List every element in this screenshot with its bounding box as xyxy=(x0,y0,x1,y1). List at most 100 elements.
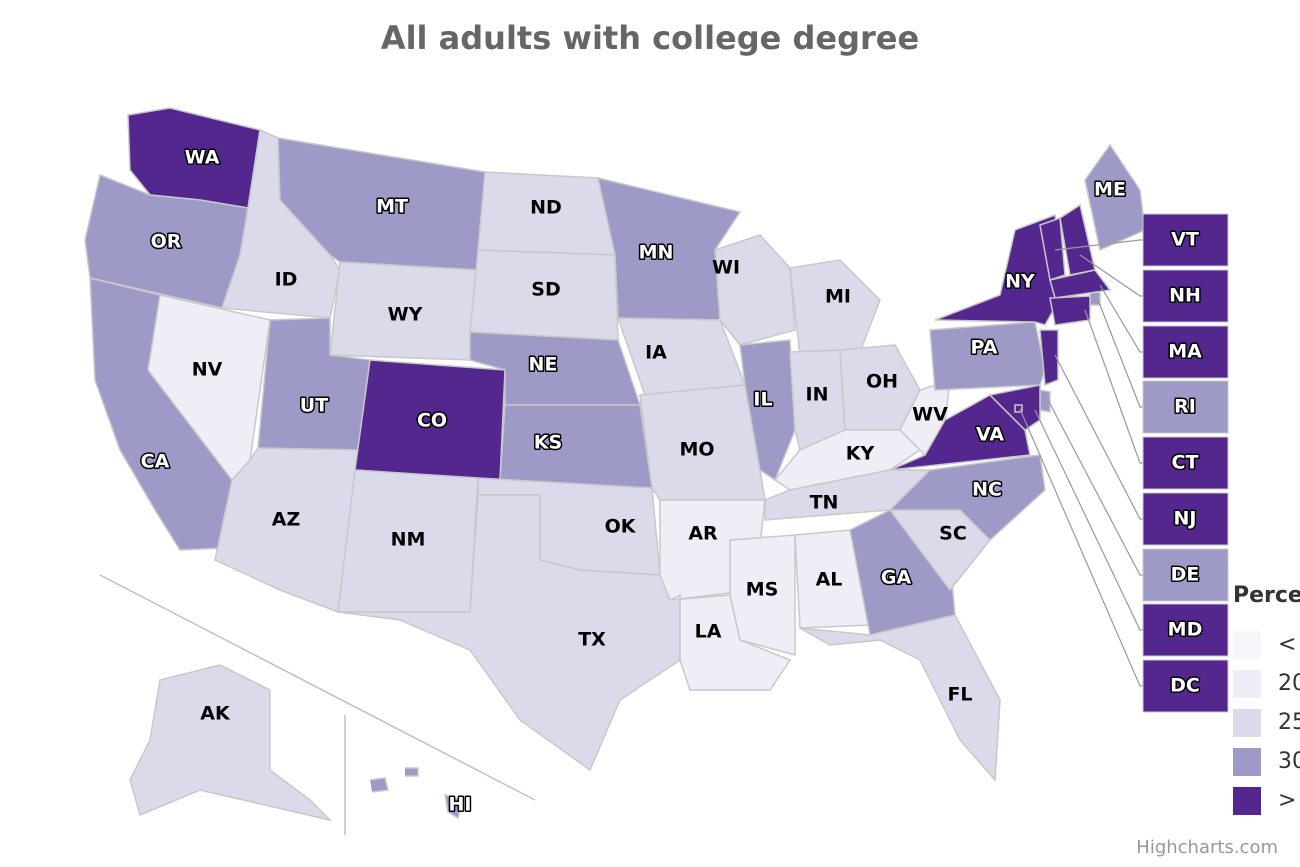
state-label: NJ xyxy=(1174,508,1197,530)
state-label: DE xyxy=(1171,564,1200,586)
state-label: NY xyxy=(1005,271,1035,293)
state-label: WV xyxy=(912,404,948,426)
state-label: NM xyxy=(391,529,426,551)
state-label: ME xyxy=(1094,179,1126,201)
state-label: TX xyxy=(578,629,606,651)
state-label: RI xyxy=(1174,396,1196,418)
connector-line xyxy=(1079,254,1143,297)
state-label: FL xyxy=(947,684,972,706)
state-box xyxy=(1142,548,1229,602)
state-box xyxy=(1142,213,1229,267)
legend-swatch xyxy=(1233,787,1261,815)
connector-line xyxy=(1054,354,1143,520)
state-label: IL xyxy=(753,389,772,411)
legend-swatch xyxy=(1233,748,1261,776)
state-shape xyxy=(1049,269,1112,299)
map-title: All adults with college degree xyxy=(381,19,919,57)
state-label: AK xyxy=(200,703,231,725)
legend-swatch xyxy=(1233,631,1261,659)
state-label: TN xyxy=(810,492,839,514)
state-label: ID xyxy=(275,269,298,291)
state-shape xyxy=(616,317,747,396)
state-shape xyxy=(1089,291,1101,306)
state-label: NH xyxy=(1169,285,1201,307)
state-shape xyxy=(714,234,796,346)
state-shape xyxy=(799,614,1001,782)
legend-label: 30 xyxy=(1278,749,1300,774)
state-label: CO xyxy=(417,410,447,432)
state-label: UT xyxy=(300,395,328,417)
state-label: MT xyxy=(376,196,408,218)
state-box xyxy=(1142,492,1229,546)
state-label: HI xyxy=(449,794,472,816)
state-box xyxy=(1142,436,1229,490)
state-labels: WA OR CA NV ID MT WY UT AZ CO NM ND SD NE KS OK TX MN IA MO… xyxy=(139,145,1229,817)
state-label: MI xyxy=(825,286,851,308)
state-shape xyxy=(929,321,1046,391)
legend-swatch xyxy=(1233,670,1261,698)
state-box xyxy=(1142,659,1229,713)
legend-label: < xyxy=(1278,632,1296,657)
state-label: WA xyxy=(185,147,220,169)
state-label: AL xyxy=(816,569,843,591)
state-label: VT xyxy=(1171,229,1199,251)
state-box xyxy=(1142,325,1229,379)
state-label: MO xyxy=(679,439,714,461)
state-label: OK xyxy=(605,516,637,538)
state-label: SD xyxy=(531,279,560,301)
state-label: PA xyxy=(971,337,998,359)
state-shape xyxy=(729,534,796,656)
state-label: MD xyxy=(1168,619,1203,641)
state-label: ND xyxy=(530,197,562,219)
state-label: NC xyxy=(972,479,1002,501)
state-shape xyxy=(1059,203,1096,276)
state-label: AR xyxy=(688,523,718,545)
state-box xyxy=(1142,269,1229,323)
state-label: NV xyxy=(192,359,223,381)
legend: <20 25 30 > xyxy=(1233,631,1300,815)
state-shape xyxy=(369,767,463,820)
state-label: VA xyxy=(976,424,1004,446)
state-label: OH xyxy=(866,371,898,393)
state-label: MA xyxy=(1168,341,1202,363)
state-label: MN xyxy=(639,242,674,264)
state-shape xyxy=(129,664,333,822)
state-label: IA xyxy=(645,342,667,364)
state-shape xyxy=(899,378,951,457)
state-shape xyxy=(1039,329,1059,387)
legend-label: 25 xyxy=(1278,710,1300,735)
legend-label: 20 xyxy=(1278,671,1300,696)
state-label: WI xyxy=(712,257,740,279)
connector-line xyxy=(1054,239,1143,251)
state-box xyxy=(1142,380,1229,434)
state-shape xyxy=(337,494,681,772)
state-label: IN xyxy=(806,384,829,406)
legend-swatch xyxy=(1233,709,1261,737)
state-label: KY xyxy=(846,443,875,465)
connector-line xyxy=(1099,284,1143,353)
state-shape xyxy=(499,404,653,489)
connector-line xyxy=(1097,299,1143,408)
state-label: CA xyxy=(141,451,170,473)
state-label: DC xyxy=(1170,675,1200,697)
connector-line xyxy=(1034,409,1143,631)
state-label: AZ xyxy=(272,509,300,531)
state-label: SC xyxy=(939,523,967,545)
connector-line xyxy=(1084,309,1143,464)
state-label: WY xyxy=(388,304,423,326)
legend-title: Perce xyxy=(1233,583,1300,608)
state-shape xyxy=(789,259,881,356)
state-shape xyxy=(1039,216,1066,281)
credit: Highcharts.com xyxy=(1136,837,1278,858)
state-label: NE xyxy=(529,354,558,376)
connector-line xyxy=(1047,399,1143,576)
state-box xyxy=(1142,603,1229,657)
states xyxy=(84,107,1146,822)
state-label: CT xyxy=(1172,452,1199,474)
state-label: LA xyxy=(695,621,722,643)
connector-line xyxy=(1019,408,1143,687)
state-label: MS xyxy=(746,579,779,601)
inset-divider xyxy=(99,574,536,801)
state-label: KS xyxy=(534,432,562,454)
